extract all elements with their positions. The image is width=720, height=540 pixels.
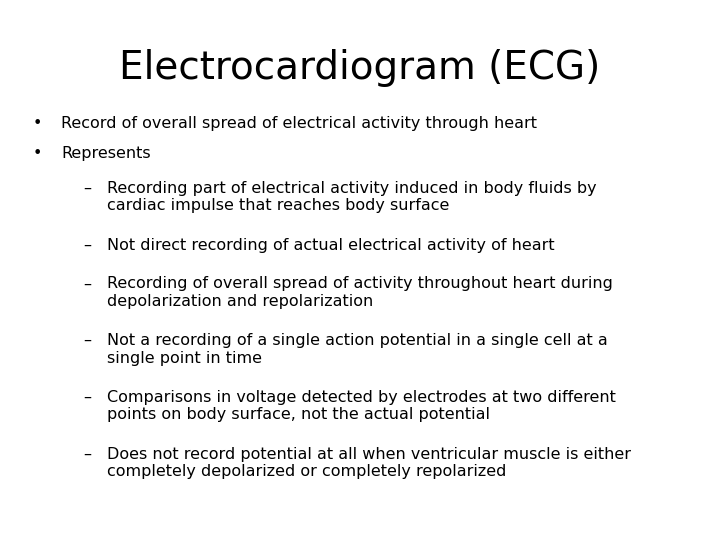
Text: Comparisons in voltage detected by electrodes at two different
points on body su: Comparisons in voltage detected by elect… [107,390,616,422]
Text: Recording of overall spread of activity throughout heart during
depolarization a: Recording of overall spread of activity … [107,276,613,309]
Text: Does not record potential at all when ventricular muscle is either
completely de: Does not record potential at all when ve… [107,447,631,479]
Text: –: – [83,390,91,405]
Text: •: • [32,116,42,131]
Text: Not direct recording of actual electrical activity of heart: Not direct recording of actual electrica… [107,238,554,253]
Text: Recording part of electrical activity induced in body fluids by
cardiac impulse : Recording part of electrical activity in… [107,181,596,213]
Text: –: – [83,447,91,462]
Text: Represents: Represents [61,146,150,161]
Text: Electrocardiogram (ECG): Electrocardiogram (ECG) [120,49,600,86]
Text: –: – [83,238,91,253]
Text: Not a recording of a single action potential in a single cell at a
single point : Not a recording of a single action poten… [107,333,607,366]
Text: •: • [32,146,42,161]
Text: –: – [83,181,91,196]
Text: Record of overall spread of electrical activity through heart: Record of overall spread of electrical a… [61,116,537,131]
Text: –: – [83,333,91,348]
Text: –: – [83,276,91,292]
